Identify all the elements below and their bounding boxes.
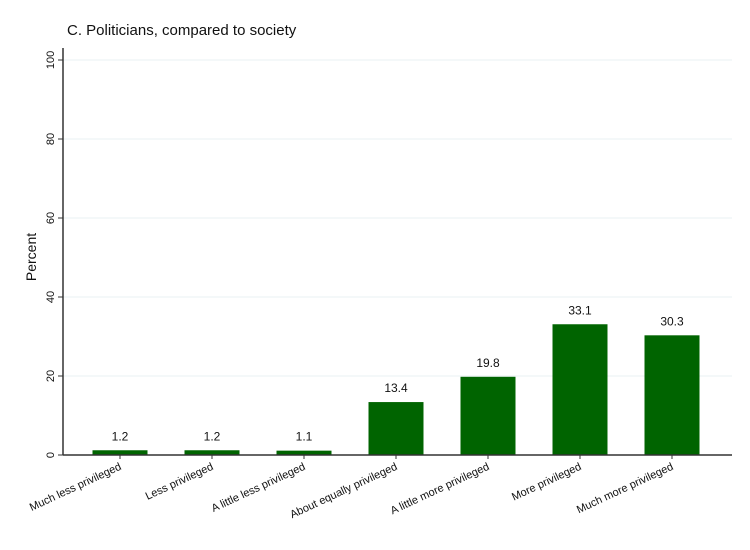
bar (552, 324, 608, 455)
bar (644, 335, 700, 455)
y-tick-label: 80 (45, 133, 57, 145)
bar (184, 450, 240, 455)
data-label: 1.1 (296, 430, 313, 444)
bar (276, 450, 332, 455)
data-label: 1.2 (112, 429, 129, 443)
data-label: 1.2 (204, 429, 221, 443)
data-label: 19.8 (476, 356, 500, 370)
y-tick-label: 60 (45, 212, 57, 224)
x-tick-label: Much less privileged (28, 461, 123, 514)
bar (460, 376, 516, 455)
x-tick-label: Much more privileged (575, 461, 675, 516)
data-label: 30.3 (660, 314, 684, 328)
x-tick-label: A little less privileged (210, 461, 308, 515)
x-tick-label: A little more privileged (389, 461, 492, 517)
y-tick-label: 20 (45, 370, 57, 382)
y-axis-label: Percent (23, 233, 39, 281)
y-tick-label: 40 (45, 291, 57, 303)
bar (92, 450, 148, 455)
y-tick-label: 100 (45, 51, 57, 69)
bar (368, 402, 424, 455)
x-tick-label: More privileged (510, 461, 583, 504)
x-tick-label: Less privileged (144, 461, 216, 503)
y-tick-label: 0 (45, 452, 57, 458)
chart-title: C. Politicians, compared to society (67, 22, 297, 39)
data-label: 33.1 (568, 303, 592, 317)
data-label: 13.4 (384, 381, 408, 395)
